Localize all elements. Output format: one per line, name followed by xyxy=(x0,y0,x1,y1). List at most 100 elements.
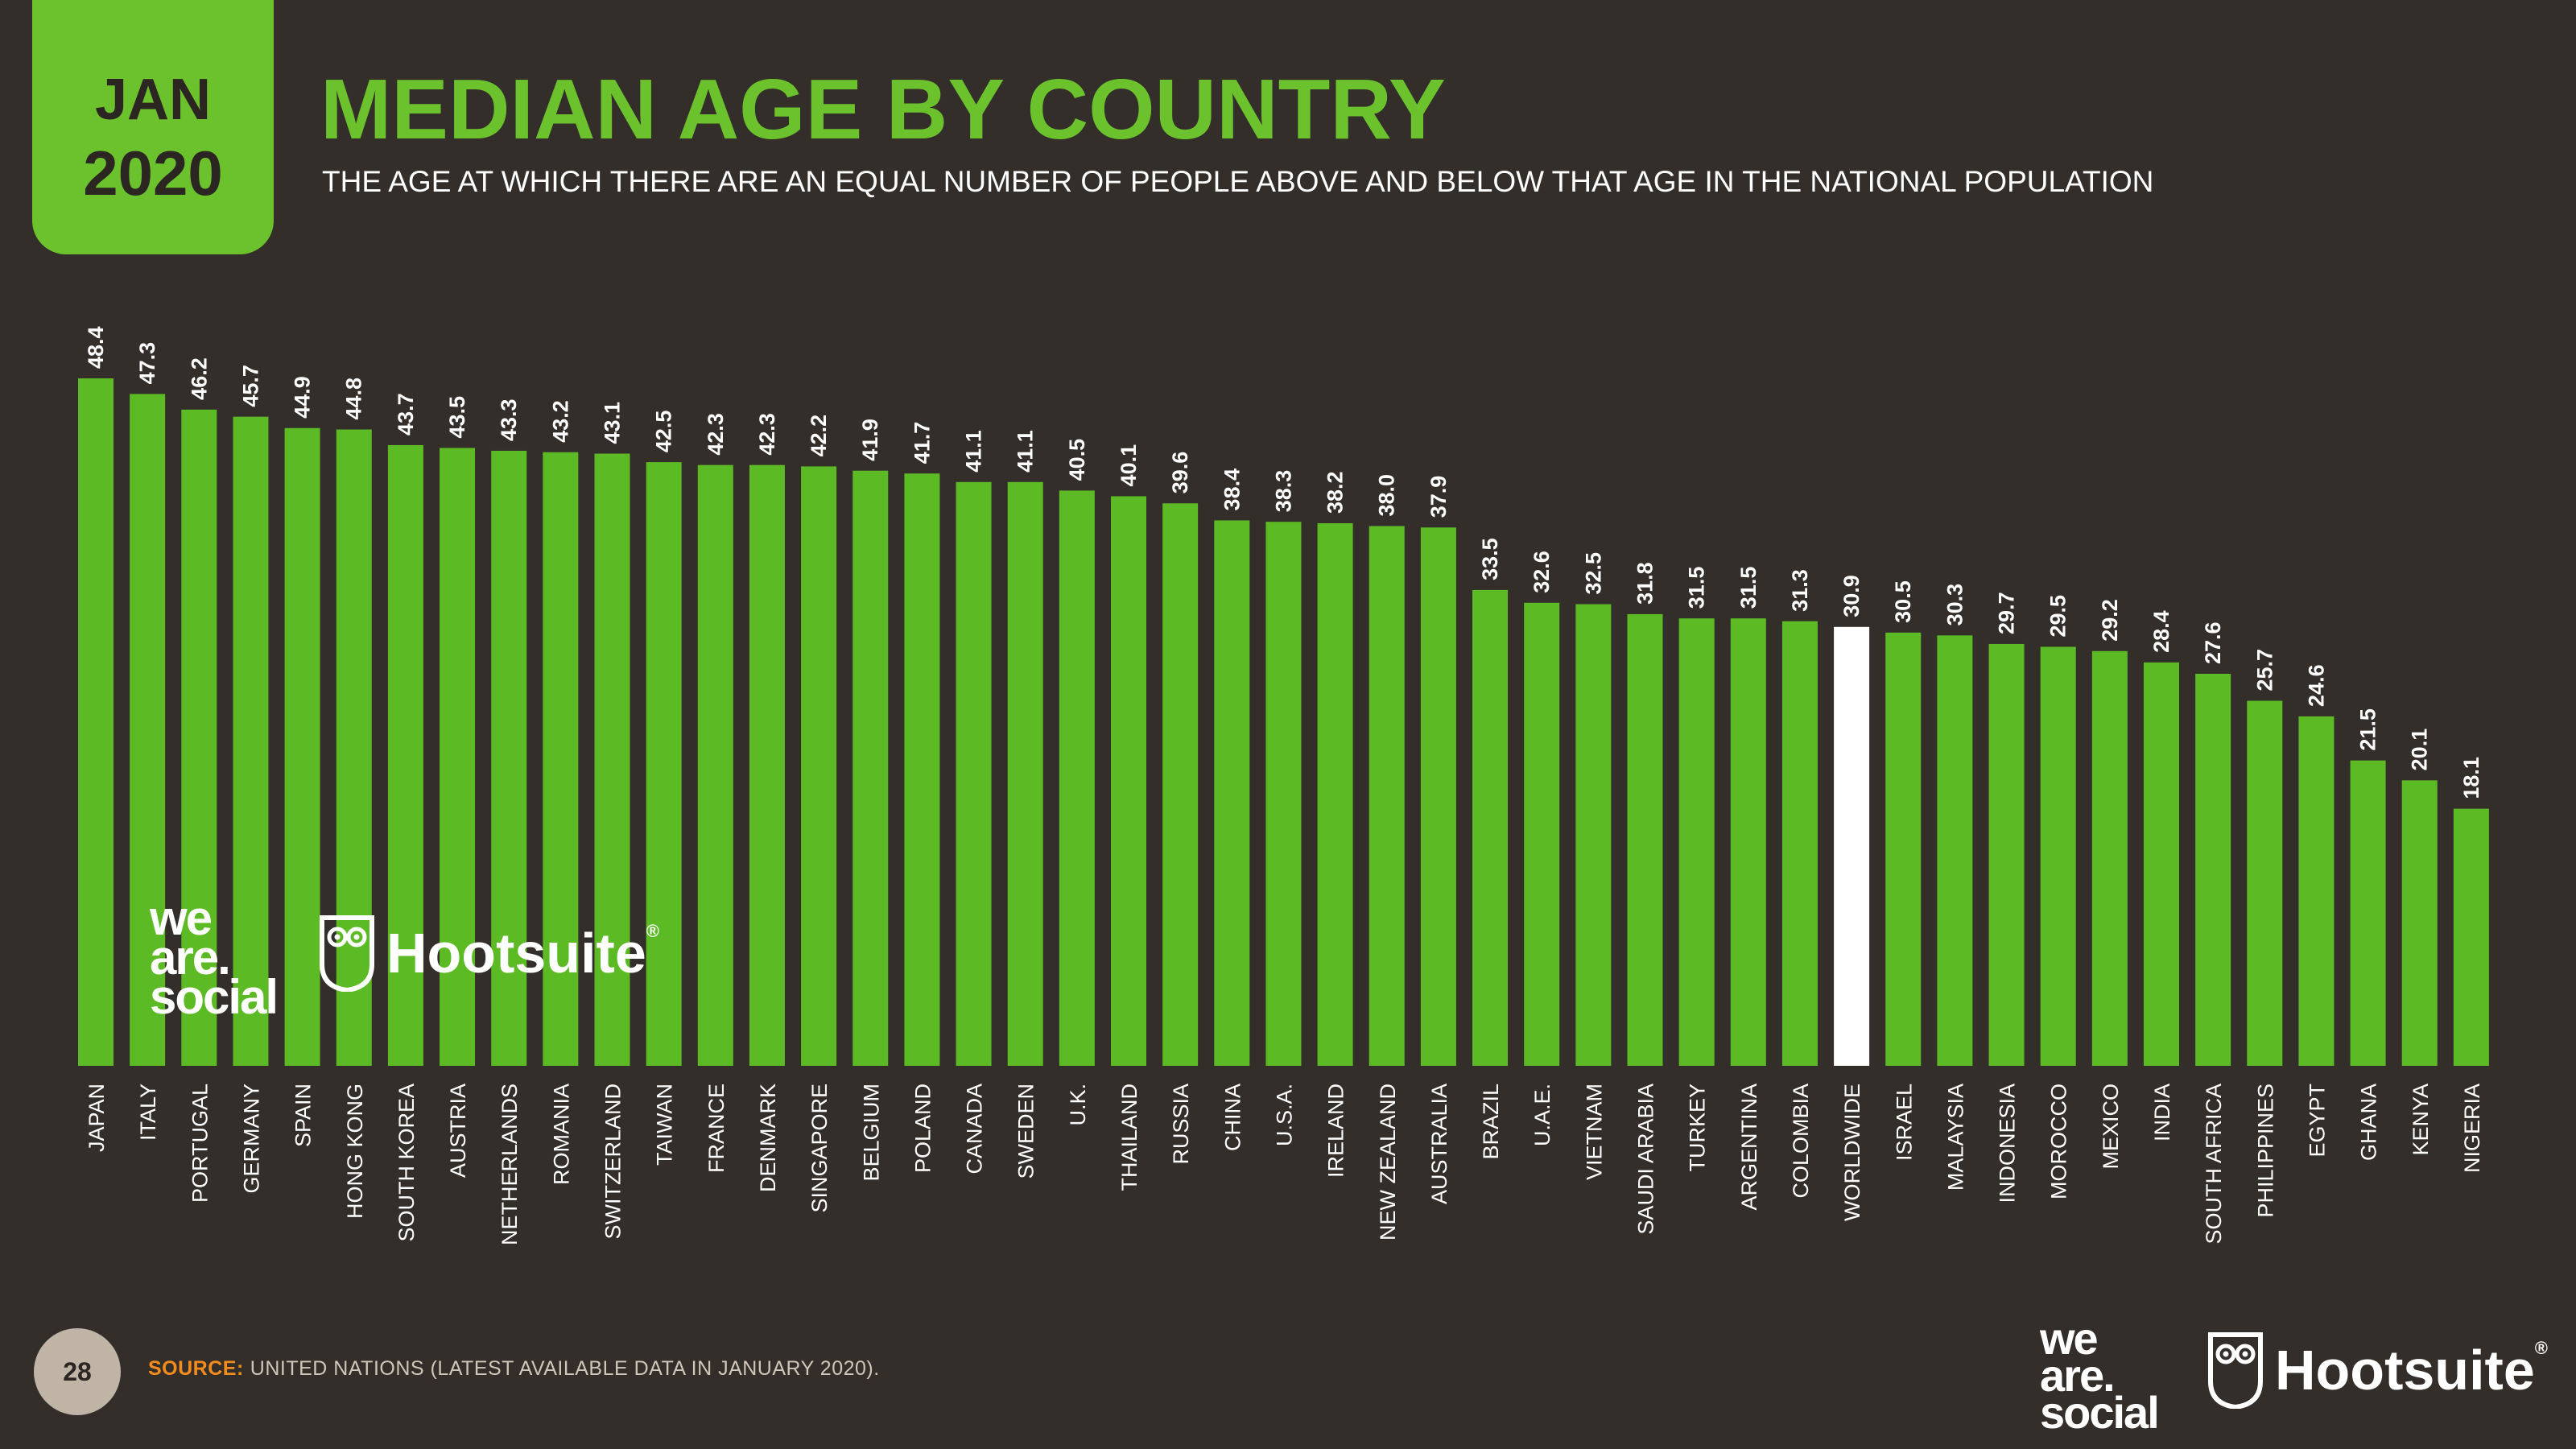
footer-we-are-social-word-1: we xyxy=(2040,1313,2099,1364)
category-label-spain: SPAIN xyxy=(291,1084,316,1147)
value-label-egypt: 24.6 xyxy=(2304,664,2328,707)
value-label-france: 42.3 xyxy=(704,413,728,456)
value-label-philippines: 25.7 xyxy=(2252,649,2277,691)
value-label-ireland: 38.2 xyxy=(1323,471,1348,514)
we-are-social-word-3: social xyxy=(150,970,279,1025)
value-label-canada: 41.1 xyxy=(962,430,986,473)
value-label-china: 38.4 xyxy=(1220,469,1244,511)
category-label-turkey: TURKEY xyxy=(1686,1084,1710,1172)
category-label-mexico: MEXICO xyxy=(2099,1084,2123,1170)
we-are-social-logo: we are. social xyxy=(150,891,279,1025)
bar-netherlands xyxy=(491,450,527,1066)
category-label-switzerland: SWITZERLAND xyxy=(601,1084,625,1240)
category-label-new-zealand: NEW ZEALAND xyxy=(1376,1084,1400,1241)
bar-malaysia xyxy=(1937,635,1973,1066)
bar-turkey xyxy=(1678,618,1715,1066)
value-label-south-korea: 43.7 xyxy=(394,393,418,436)
bar-thailand xyxy=(1111,496,1146,1066)
category-label-saudi-arabia: SAUDI ARABIA xyxy=(1634,1084,1658,1235)
bar-saudi-arabia xyxy=(1627,613,1663,1066)
category-label-france: FRANCE xyxy=(704,1084,729,1173)
category-label-india: INDIA xyxy=(2150,1084,2174,1141)
source-note: SOURCE: UNITED NATIONS (LATEST AVAILABLE … xyxy=(148,1357,880,1381)
category-label-south-africa: SOUTH AFRICA xyxy=(2202,1084,2226,1245)
chart-subtitle: THE AGE AT WHICH THERE ARE AN EQUAL NUMB… xyxy=(322,165,2154,198)
hootsuite-wordmark: Hootsuite xyxy=(386,922,646,985)
value-label-netherlands: 43.3 xyxy=(497,398,521,441)
source-text: UNITED NATIONS (LATEST AVAILABLE DATA IN… xyxy=(250,1357,880,1380)
category-label-ireland: IRELAND xyxy=(1324,1084,1348,1178)
footer-we-are-social-logo: we are. social xyxy=(2040,1313,2160,1438)
value-label-saudi-arabia: 31.8 xyxy=(1633,562,1657,605)
bar-nigeria xyxy=(2453,808,2489,1066)
value-label-switzerland: 43.1 xyxy=(601,402,625,444)
category-label-netherlands: NETHERLANDS xyxy=(497,1084,522,1245)
bar-romania xyxy=(543,452,579,1066)
bar-mexico xyxy=(2091,650,2128,1066)
value-label-nigeria: 18.1 xyxy=(2459,757,2483,799)
category-label-kenya: KENYA xyxy=(2409,1084,2433,1156)
category-label-belgium: BELGIUM xyxy=(859,1084,883,1182)
bar-taiwan xyxy=(646,462,682,1066)
bar-u-a-e xyxy=(1524,602,1560,1066)
bar-philippines xyxy=(2247,700,2283,1066)
chart-title: MEDIAN AGE BY COUNTRY xyxy=(320,62,1446,157)
we-are-social-word-1: we xyxy=(150,891,213,945)
category-label-u-a-e: U.A.E. xyxy=(1530,1084,1554,1146)
bar-indonesia xyxy=(1988,643,2025,1066)
category-label-taiwan: TAIWAN xyxy=(653,1084,677,1166)
bar-canada xyxy=(956,481,992,1066)
category-label-israel: ISRAEL xyxy=(1892,1084,1916,1161)
bar-switzerland xyxy=(594,453,630,1066)
bar-austria xyxy=(440,448,476,1066)
category-label-japan: JAPAN xyxy=(85,1084,109,1152)
category-label-philippines: PHILIPPINES xyxy=(2253,1084,2277,1218)
value-label-israel: 30.5 xyxy=(1891,580,1915,623)
value-label-austria: 43.5 xyxy=(445,396,469,439)
value-label-spain: 44.9 xyxy=(291,376,315,419)
value-label-u-k: 40.5 xyxy=(1065,439,1089,481)
category-label-u-k: U.K. xyxy=(1066,1084,1090,1126)
value-label-portugal: 46.2 xyxy=(187,357,211,400)
value-label-vietnam: 32.5 xyxy=(1581,552,1605,595)
value-label-singapore: 42.2 xyxy=(807,415,831,457)
bar-u-s-a xyxy=(1265,522,1302,1066)
value-label-thailand: 40.1 xyxy=(1117,444,1141,487)
value-label-u-a-e: 32.6 xyxy=(1530,551,1554,593)
category-label-australia: AUSTRALIA xyxy=(1427,1084,1451,1204)
category-label-canada: CANADA xyxy=(963,1084,987,1174)
category-label-denmark: DENMARK xyxy=(756,1084,780,1192)
bar-hong-kong xyxy=(336,429,372,1066)
category-label-italy: ITALY xyxy=(136,1084,160,1141)
category-label-colombia: COLOMBIA xyxy=(1789,1084,1813,1199)
page-number: 28 xyxy=(34,1328,121,1415)
value-label-germany: 45.7 xyxy=(238,365,262,407)
value-label-argentina: 31.5 xyxy=(1736,567,1761,609)
bar-germany xyxy=(233,416,269,1066)
bar-worldwide xyxy=(1834,626,1870,1066)
bar-spain xyxy=(284,427,320,1066)
value-label-morocco: 29.5 xyxy=(2046,595,2070,638)
category-label-germany: GERMANY xyxy=(239,1084,263,1194)
bar-australia xyxy=(1420,527,1456,1066)
registered-mark: ® xyxy=(646,921,659,941)
source-label: SOURCE: xyxy=(148,1357,244,1380)
bar-denmark xyxy=(749,464,785,1066)
value-label-new-zealand: 38.0 xyxy=(1375,474,1399,517)
bar-poland xyxy=(904,473,940,1066)
bar-china xyxy=(1214,520,1250,1066)
category-label-malaysia: MALAYSIA xyxy=(1943,1084,1967,1191)
value-label-south-africa: 27.6 xyxy=(2201,621,2225,664)
bar-egypt xyxy=(2298,716,2334,1066)
category-label-brazil: BRAZIL xyxy=(1479,1084,1503,1160)
date-year: 2020 xyxy=(83,138,223,208)
bar-belgium xyxy=(852,470,889,1066)
category-label-argentina: ARGENTINA xyxy=(1737,1084,1761,1211)
bar-sweden xyxy=(1007,481,1043,1066)
value-label-turkey: 31.5 xyxy=(1685,567,1709,609)
owl-icon xyxy=(320,915,374,992)
value-label-belgium: 41.9 xyxy=(858,419,882,461)
footer-we-are-social-word-3: social xyxy=(2040,1386,2160,1438)
value-label-denmark: 42.3 xyxy=(755,413,779,456)
category-label-morocco: MOROCCO xyxy=(2047,1084,2071,1199)
